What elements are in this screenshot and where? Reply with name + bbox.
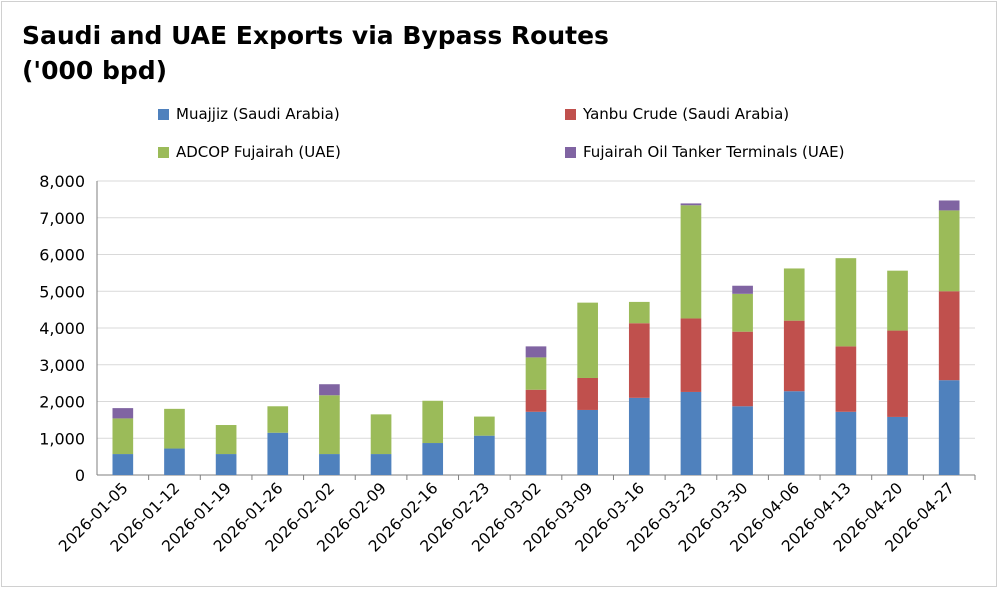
legend-label: Fujairah Oil Tanker Terminals (UAE) xyxy=(583,143,845,161)
bar-segment xyxy=(474,435,495,475)
bar-segment xyxy=(422,400,444,444)
bar-segment xyxy=(887,330,908,417)
bar-segment xyxy=(267,406,289,433)
bar-segment xyxy=(938,291,960,381)
bar-segment xyxy=(112,408,134,419)
bar-segment xyxy=(783,268,805,321)
legend-swatch xyxy=(158,108,169,120)
y-tick-label: 4,000 xyxy=(39,319,85,338)
bar-segment xyxy=(370,454,392,475)
bar-segment xyxy=(732,293,753,332)
y-tick-label: 8,000 xyxy=(39,172,85,191)
chart-title-block: Saudi and UAE Exports via Bypass Routes … xyxy=(22,18,722,88)
bar-segment xyxy=(732,331,753,407)
y-tick-label: 0 xyxy=(75,466,85,485)
bar-segment xyxy=(267,432,289,475)
bar-segment xyxy=(938,380,960,475)
chart-title: Saudi and UAE Exports via Bypass Routes xyxy=(22,21,609,50)
bar-segment xyxy=(422,443,444,475)
bar-segment xyxy=(783,320,805,392)
legend-item: ADCOP Fujairah (UAE) xyxy=(158,141,341,163)
bar-segment xyxy=(525,389,547,412)
bar-segment xyxy=(525,357,547,390)
y-tick-label: 6,000 xyxy=(39,246,85,265)
bar-segment xyxy=(887,416,908,475)
bar-segment xyxy=(525,346,547,358)
y-tick-label: 5,000 xyxy=(39,282,85,301)
bar-segment xyxy=(783,391,805,475)
bar-segment xyxy=(938,200,960,211)
bar-segment xyxy=(319,454,340,475)
legend-label: ADCOP Fujairah (UAE) xyxy=(176,143,341,161)
bar-segment xyxy=(474,416,495,436)
y-tick-label: 7,000 xyxy=(39,209,85,228)
bar-segment xyxy=(164,448,185,475)
legend-item: Muajjiz (Saudi Arabia) xyxy=(158,103,340,125)
bar-segment xyxy=(577,409,598,475)
legend-item: Yanbu Crude (Saudi Arabia) xyxy=(565,103,789,125)
bar-segment xyxy=(835,258,857,347)
bar-segment xyxy=(319,395,340,455)
bar-segment xyxy=(680,318,702,392)
legend-swatch xyxy=(565,146,576,158)
bar-segment xyxy=(112,454,134,475)
bar-segment xyxy=(628,323,650,398)
bar-segment xyxy=(164,408,185,449)
legend-item: Fujairah Oil Tanker Terminals (UAE) xyxy=(565,141,844,163)
bar-segment xyxy=(112,418,134,455)
bar-segment xyxy=(215,454,237,475)
chart-subtitle: ('000 bpd) xyxy=(22,56,168,85)
bar-segment xyxy=(835,411,857,475)
bar-segment xyxy=(887,270,908,331)
legend-label: Muajjiz (Saudi Arabia) xyxy=(176,105,340,123)
legend-swatch xyxy=(565,108,576,120)
bar-segment xyxy=(732,406,753,475)
bar-segment xyxy=(680,205,702,319)
bar-segment xyxy=(215,425,237,455)
bar-segment xyxy=(628,397,650,475)
y-tick-label: 2,000 xyxy=(39,393,85,412)
bar-segment xyxy=(835,346,857,412)
y-tick-label: 3,000 xyxy=(39,356,85,375)
bar-segment xyxy=(319,384,340,396)
legend-swatch xyxy=(158,146,169,158)
bar-segment xyxy=(732,285,753,294)
bar-segment xyxy=(525,411,547,475)
bar-segment xyxy=(680,391,702,475)
y-tick-label: 1,000 xyxy=(39,429,85,448)
bar-segment xyxy=(938,210,960,292)
legend-label: Yanbu Crude (Saudi Arabia) xyxy=(583,105,790,123)
bar-segment xyxy=(577,302,598,378)
bar-segment xyxy=(370,414,392,455)
bar-segment xyxy=(628,301,650,324)
bar-segment xyxy=(577,377,598,410)
bar-segment xyxy=(680,203,702,206)
